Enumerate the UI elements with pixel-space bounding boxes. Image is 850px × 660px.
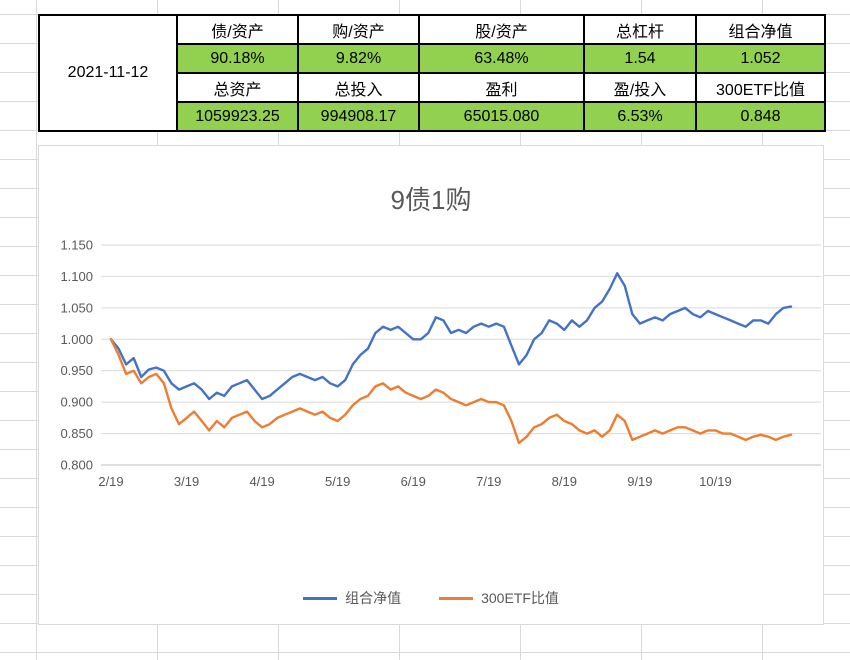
y-axis-tick-label: 1.100 bbox=[60, 269, 93, 284]
x-axis-tick-label: 10/19 bbox=[699, 474, 732, 489]
value-stock-asset[interactable]: 63.48% bbox=[418, 43, 585, 74]
summary-table: 2021-11-12 债/资产 购/资产 股/资产 总杠杆 组合净值 90.18… bbox=[38, 14, 826, 132]
legend-label-portfolio-nav: 组合净值 bbox=[345, 590, 402, 606]
header-300etf-ratio[interactable]: 300ETF比值 bbox=[695, 72, 826, 103]
x-axis-tick-label: 5/19 bbox=[325, 474, 350, 489]
x-axis-tick-label: 9/19 bbox=[627, 474, 652, 489]
x-axis-tick-label: 3/19 bbox=[174, 474, 199, 489]
y-axis-tick-label: 0.950 bbox=[60, 363, 93, 378]
header-total-invested[interactable]: 总投入 bbox=[297, 72, 420, 103]
line-chart-plot-area: 1.150 1.100 1.050 1.000 0.950 0.900 0.850 0.800… bbox=[60, 238, 821, 489]
value-total-assets[interactable]: 1059923.25 bbox=[176, 101, 299, 132]
header-total-assets[interactable]: 总资产 bbox=[176, 72, 299, 103]
y-axis-tick-label: 0.900 bbox=[60, 395, 93, 410]
value-option-asset[interactable]: 9.82% bbox=[297, 43, 420, 74]
series-line-300etf-ratio[interactable] bbox=[109, 338, 793, 445]
x-axis-tick-label: 2/19 bbox=[98, 474, 123, 489]
value-total-invested[interactable]: 994908.17 bbox=[297, 101, 420, 132]
legend-label-300etf-ratio: 300ETF比值 bbox=[481, 590, 559, 606]
value-profit-over-invested[interactable]: 6.53% bbox=[583, 101, 697, 132]
header-debt-asset[interactable]: 债/资产 bbox=[176, 14, 299, 45]
y-axis-tick-label: 1.000 bbox=[60, 332, 93, 347]
chart-legend: 组合净值 300ETF比值 bbox=[39, 588, 823, 608]
legend-item-300etf-ratio[interactable]: 300ETF比值 bbox=[439, 588, 559, 608]
header-profit-over-invested[interactable]: 盈/投入 bbox=[583, 72, 697, 103]
value-300etf-ratio[interactable]: 0.848 bbox=[695, 101, 826, 132]
value-total-leverage[interactable]: 1.54 bbox=[583, 43, 697, 74]
header-stock-asset[interactable]: 股/资产 bbox=[418, 14, 585, 45]
x-axis-tick-label: 7/19 bbox=[476, 474, 501, 489]
y-axis-tick-label: 1.050 bbox=[60, 300, 93, 315]
legend-line-sample-blue bbox=[303, 596, 338, 600]
legend-line-sample-orange bbox=[439, 596, 474, 600]
embedded-chart[interactable]: 9债1购 1.150 1.100 1.050 1.000 0.950 0.900 0.850… bbox=[38, 145, 824, 625]
header-total-leverage[interactable]: 总杠杆 bbox=[583, 14, 697, 45]
value-profit[interactable]: 65015.080 bbox=[418, 101, 585, 132]
series-line-portfolio-nav[interactable] bbox=[109, 272, 793, 401]
value-debt-asset[interactable]: 90.18% bbox=[176, 43, 299, 74]
value-portfolio-nav[interactable]: 1.052 bbox=[695, 43, 826, 74]
header-profit[interactable]: 盈利 bbox=[418, 72, 585, 103]
x-axis-tick-label: 4/19 bbox=[249, 474, 274, 489]
legend-item-portfolio-nav[interactable]: 组合净值 bbox=[303, 588, 401, 608]
header-portfolio-nav[interactable]: 组合净值 bbox=[695, 14, 826, 45]
x-axis-tick-label: 8/19 bbox=[552, 474, 577, 489]
y-axis-tick-label: 0.850 bbox=[60, 426, 93, 441]
header-option-asset[interactable]: 购/资产 bbox=[297, 14, 420, 45]
date-cell[interactable]: 2021-11-12 bbox=[38, 14, 178, 132]
y-axis-tick-label: 0.800 bbox=[60, 458, 93, 473]
chart-title: 9债1购 bbox=[390, 185, 472, 215]
x-axis-tick-label: 6/19 bbox=[401, 474, 426, 489]
y-axis-tick-label: 1.150 bbox=[60, 238, 93, 253]
